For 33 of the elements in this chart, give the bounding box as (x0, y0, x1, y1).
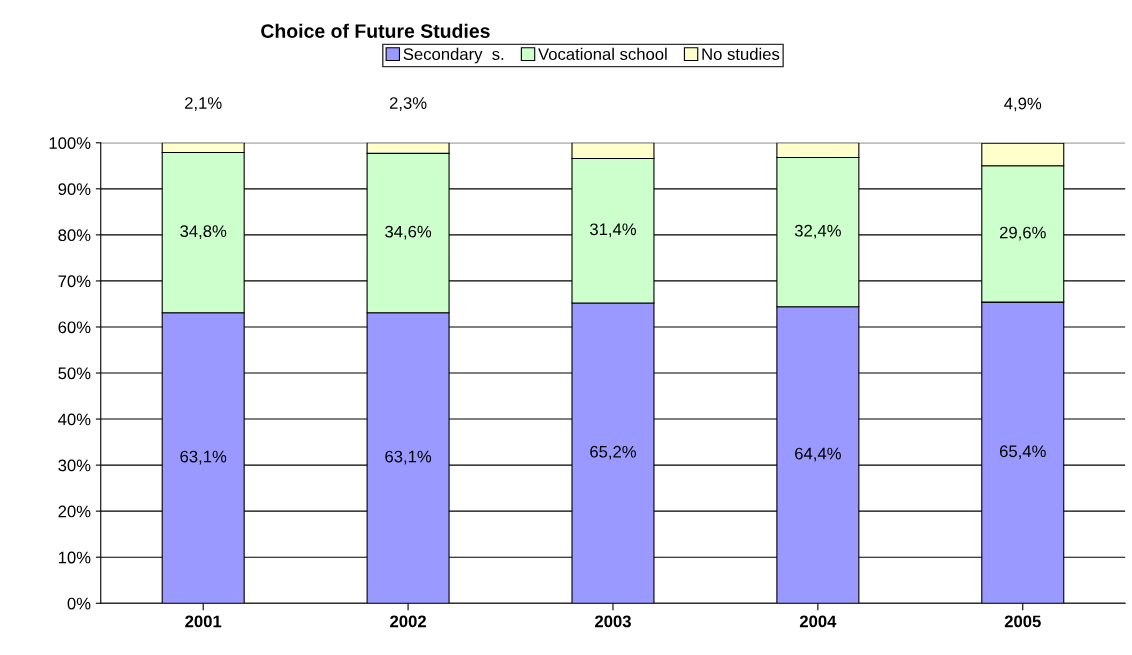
data-label: 29,6% (999, 226, 1046, 241)
legend-label: No studies (702, 47, 780, 61)
data-label: 31,4% (589, 223, 637, 238)
x-tick-label: 2005 (1004, 615, 1041, 628)
y-tick-label: 30% (58, 459, 91, 472)
data-label: 64,4% (795, 447, 841, 462)
data-label: 32,4% (794, 224, 841, 239)
x-tick-label: 2002 (390, 615, 426, 628)
data-label: 65,2% (590, 445, 637, 460)
data-label: 34,8% (180, 225, 227, 240)
legend-label: Secondary s. (403, 47, 504, 64)
data-label: 4,9% (1004, 97, 1042, 112)
data-label: 2,3% (389, 97, 427, 111)
data-label: 63,1% (180, 450, 227, 465)
data-label: 65,4% (999, 445, 1046, 460)
y-tick-label: 0% (67, 597, 91, 610)
y-tick-label: 50% (58, 367, 91, 380)
chart-title: Choice of Future Studies (261, 23, 490, 38)
y-tick-label: 60% (58, 321, 91, 334)
y-tick-label: 80% (58, 229, 91, 242)
data-label: 2,1% (185, 97, 222, 111)
x-tick-label: 2003 (595, 615, 631, 628)
legend-label: Vocational school (538, 47, 667, 61)
x-tick-label: 2001 (185, 615, 222, 628)
data-label: 34,6% (385, 225, 432, 240)
y-tick-label: 70% (58, 275, 91, 288)
data-label: 63,1% (385, 450, 432, 465)
y-tick-label: 20% (58, 505, 91, 518)
x-tick-label: 2004 (799, 615, 837, 628)
y-tick-label: 90% (58, 183, 91, 196)
y-tick-label: 10% (58, 551, 91, 564)
y-tick-label: 100% (49, 137, 91, 149)
y-tick-label: 40% (58, 413, 91, 426)
